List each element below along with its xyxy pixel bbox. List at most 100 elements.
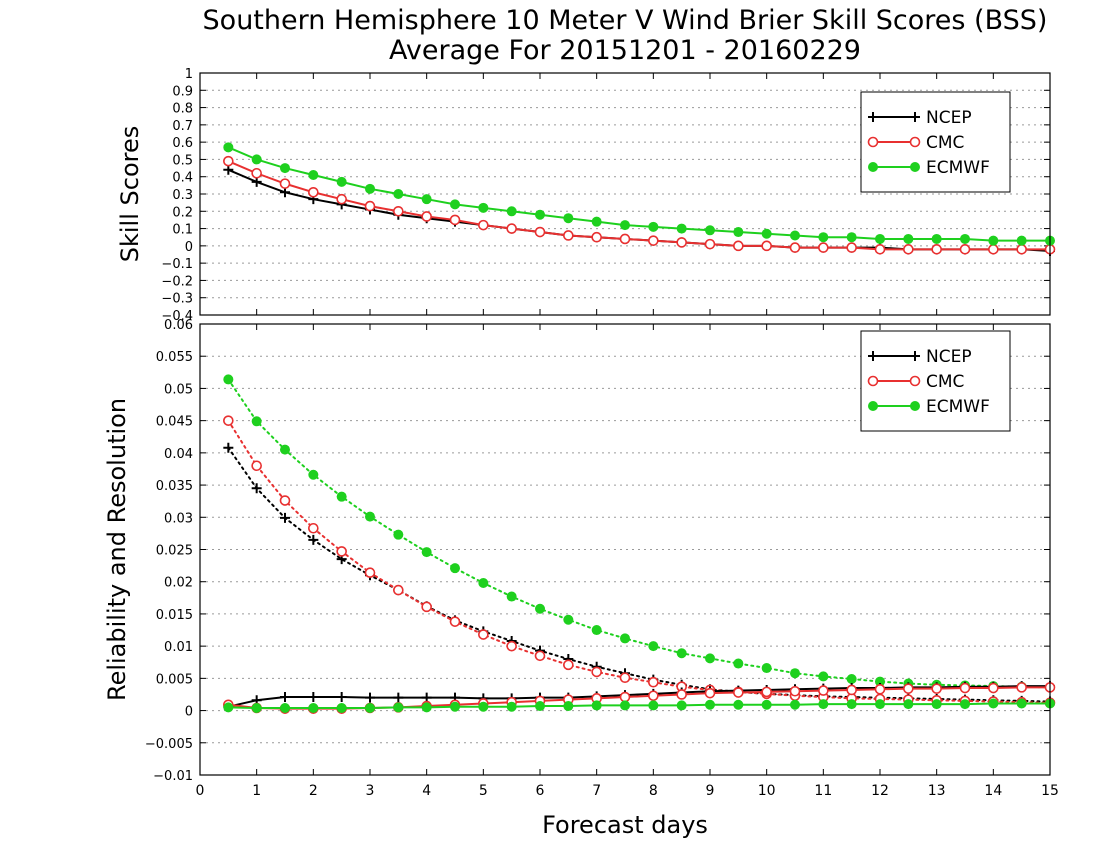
legend-marker <box>868 112 878 122</box>
data-point <box>875 699 885 710</box>
data-point <box>959 682 971 694</box>
data-point <box>959 244 971 255</box>
y-tick-label: 0.8 <box>172 102 193 117</box>
data-point <box>535 603 545 614</box>
data-point <box>790 699 800 710</box>
data-point <box>648 690 659 702</box>
y-tick-label: −0.1 <box>161 257 193 272</box>
data-point <box>251 167 262 179</box>
data-point <box>393 189 404 199</box>
y-tick-label: −0.3 <box>161 292 193 307</box>
data-point <box>393 529 404 540</box>
y-tick-label: 0.7 <box>172 119 193 134</box>
y-tick-label: −0.01 <box>153 769 193 784</box>
data-point <box>733 699 744 710</box>
data-point <box>251 416 262 427</box>
data-point <box>251 176 262 187</box>
y-axis-label: Skill Scores <box>116 126 144 263</box>
data-point <box>875 233 885 244</box>
data-point <box>534 226 546 238</box>
data-point <box>676 700 687 711</box>
data-point <box>648 235 659 246</box>
legend: NCEP CMC ECMWF <box>860 91 1011 193</box>
series-ncep-resolution <box>223 442 1055 707</box>
data-point <box>478 629 489 640</box>
y-tick-label: 0.2 <box>172 205 193 220</box>
data-point <box>733 687 744 698</box>
data-point <box>364 200 376 212</box>
data-point <box>336 491 347 502</box>
x-tick-label: 9 <box>706 783 715 799</box>
data-point <box>280 187 290 198</box>
y-tick-label: 0.02 <box>164 576 193 591</box>
data-point <box>789 685 801 697</box>
x-tick-label: 1 <box>252 783 261 799</box>
legend-label: ECMWF <box>926 397 990 417</box>
chart-subtitle: Average For 20151201 - 20160229 <box>389 35 861 66</box>
x-tick-label: 6 <box>536 783 545 799</box>
series-ecmwf <box>223 142 1055 246</box>
data-point <box>620 220 630 231</box>
data-point <box>818 232 829 243</box>
x-tick-label: 3 <box>366 783 375 799</box>
y-tick-label: 0.035 <box>156 479 193 494</box>
data-point <box>478 578 489 589</box>
data-point <box>648 641 659 652</box>
data-point <box>619 691 631 703</box>
plot-frame <box>199 323 1051 776</box>
data-point <box>960 699 970 710</box>
data-point <box>336 692 347 703</box>
data-point <box>591 666 602 678</box>
data-point <box>1016 682 1027 693</box>
data-point <box>393 205 404 217</box>
y-tick-label: 0.1 <box>172 223 193 238</box>
data-point <box>676 648 687 659</box>
legend-marker <box>909 375 921 387</box>
legend-item-ncep: NCEP <box>868 347 972 367</box>
y-tick-label: 0.01 <box>164 640 193 655</box>
data-point <box>704 687 716 699</box>
data-point <box>705 699 715 710</box>
data-point <box>450 563 460 574</box>
legend-item-cmc: CMC <box>867 133 964 153</box>
data-point <box>421 194 432 205</box>
legend-marker <box>910 162 920 172</box>
data-point <box>960 233 970 244</box>
data-point <box>761 686 772 698</box>
series-line <box>227 702 1051 709</box>
data-point <box>365 183 375 194</box>
legend-label: CMC <box>926 372 964 392</box>
data-point <box>223 702 234 713</box>
legend-marker <box>910 401 920 411</box>
y-tick-label: 0.06 <box>164 318 193 333</box>
plot-frame <box>199 72 1051 316</box>
data-point <box>336 702 347 713</box>
data-point <box>393 692 404 703</box>
data-point <box>421 702 432 713</box>
data-point <box>251 154 262 165</box>
legend-label: ECMWF <box>926 158 990 178</box>
data-point <box>988 698 999 709</box>
data-point <box>761 240 772 252</box>
y-tick-label: 0.015 <box>156 608 193 623</box>
x-tick-label: 0 <box>196 783 205 799</box>
data-point <box>591 700 602 711</box>
data-point <box>393 702 404 713</box>
data-point <box>620 700 630 711</box>
data-point <box>450 199 460 210</box>
x-tick-label: 12 <box>871 783 889 799</box>
data-point <box>676 689 687 700</box>
data-point <box>280 692 290 703</box>
y-tick-label: 0.9 <box>172 84 193 99</box>
data-point <box>988 244 999 255</box>
x-tick-label: 2 <box>309 783 318 799</box>
data-point <box>846 232 857 243</box>
data-point <box>534 650 546 662</box>
legend-marker <box>867 136 879 148</box>
legend-marker <box>867 375 879 387</box>
data-point <box>364 567 376 578</box>
legend-marker <box>868 401 878 411</box>
data-point <box>704 238 716 250</box>
data-point <box>846 699 857 710</box>
